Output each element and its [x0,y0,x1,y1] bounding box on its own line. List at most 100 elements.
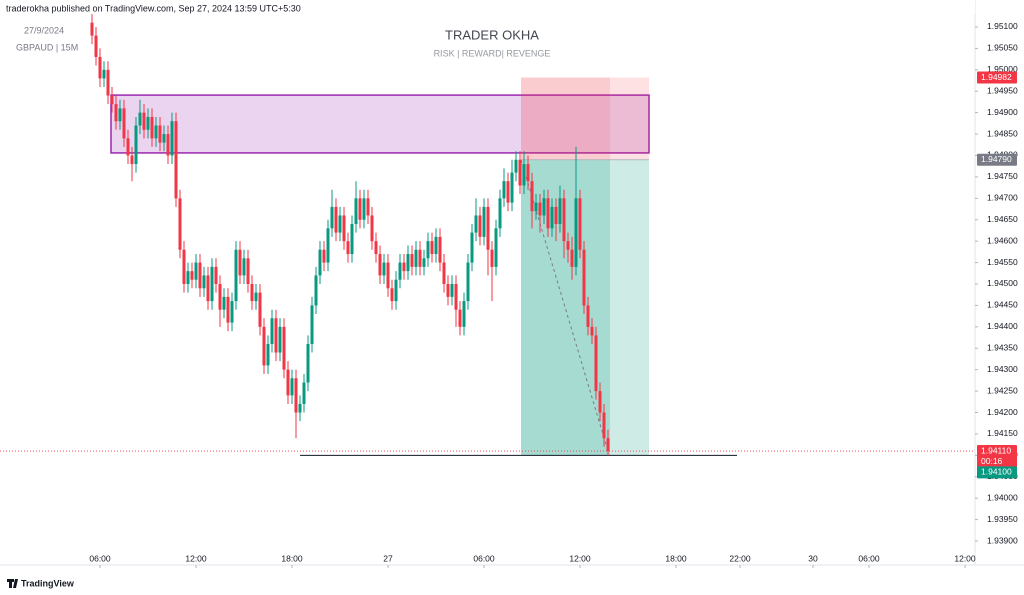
candle-body [126,138,130,156]
candle-body [450,283,454,297]
last-price-label-box [977,445,1017,458]
candle-body [558,198,562,225]
candle-body [230,301,234,323]
candle-body [314,275,318,306]
countdown-box [977,456,1017,468]
candle-body [534,202,538,212]
candle-body [222,296,226,310]
stop-zone [521,77,649,160]
last-price-label: 1.94110 [981,445,1011,455]
candle-body [198,262,202,289]
candle-body [490,249,494,267]
x-tick-label: 18:00 [281,553,303,563]
y-tick-label: 1.95000 [987,64,1018,74]
footer-bar [0,575,1024,595]
stop-price-label: 1.94982 [981,72,1012,82]
candle-body [570,249,574,267]
candle-body [130,155,134,165]
candle-body [374,241,378,255]
candle-body [514,159,518,173]
candle-body [502,181,506,199]
y-tick-label: 1.94600 [987,235,1018,245]
candle-body [426,241,430,259]
y-tick-label: 1.94850 [987,128,1018,138]
candle-body [98,56,102,79]
target-price-label: 1.94100 [981,467,1012,477]
candle-body [458,309,462,327]
candle-body [362,198,366,220]
candle-body [330,206,334,229]
candle-body [94,35,98,57]
candle-body [446,283,450,297]
candle-body [142,112,146,130]
candle-body [122,108,126,139]
candle-body [178,198,182,250]
candle-body [482,206,486,237]
y-tick-label: 1.94900 [987,107,1018,117]
candle-body [258,292,262,327]
candle-body [138,112,142,126]
y-tick-label: 1.94300 [987,364,1018,374]
y-tick-label: 1.94200 [987,407,1018,417]
candle-body [234,249,238,302]
candle-body [530,181,534,212]
x-tick-label: 06:00 [473,553,495,563]
brand-logo [7,579,18,588]
candle-body [342,215,346,242]
candle-body [110,95,114,105]
candle-body [434,236,438,255]
x-tick-label: 22:00 [729,553,751,563]
candle-body [134,125,138,165]
entry-price-label-box [977,153,1017,166]
x-tick-label: 12:00 [185,553,207,563]
zone-box [110,94,650,154]
candle-body [486,206,490,250]
candle-body [182,249,186,284]
candle-body [166,134,170,156]
candle-body [270,318,274,344]
candle-body [582,249,586,306]
plot-area [0,14,975,456]
candle-body [498,198,502,229]
candle-body [470,232,474,263]
candle-body [550,206,554,229]
candle-body [262,326,266,366]
candle-body [242,258,246,276]
candle-body [218,283,222,310]
y-tick-label: 1.95100 [987,21,1018,31]
candle-body [358,198,362,220]
x-tick-label: 06:00 [89,553,111,563]
candle-body [246,258,250,284]
candle-body [386,262,390,289]
candle-body [338,215,342,233]
candle-body [322,249,326,263]
candle-body [606,438,610,452]
stop-zone-active [521,77,610,160]
candle-body [466,262,470,302]
candle-body [574,198,578,267]
candle-body [194,262,198,280]
candle-body [402,262,406,272]
candle-body [586,305,590,327]
candle-body [454,283,458,310]
date-label: 27/9/2024 [24,25,64,35]
candle-body [438,236,442,263]
candle-body [186,271,190,284]
target-price-label-box [977,466,1017,479]
x-tick-label: 12:00 [954,553,976,563]
candle-body [190,271,194,280]
candle-body [286,369,290,396]
y-tick-label: 1.95050 [987,43,1018,53]
candle-body [598,391,602,413]
y-tick-label: 1.94500 [987,278,1018,288]
header: traderokha published on TradingView.com,… [6,3,301,13]
candle-body [114,104,118,122]
candle-body [210,266,214,302]
candle-body [158,125,162,143]
candle-body [118,108,122,122]
candle-body [430,241,434,255]
candle-body [266,343,270,366]
candle-body [474,215,478,233]
candle-body [422,258,426,267]
